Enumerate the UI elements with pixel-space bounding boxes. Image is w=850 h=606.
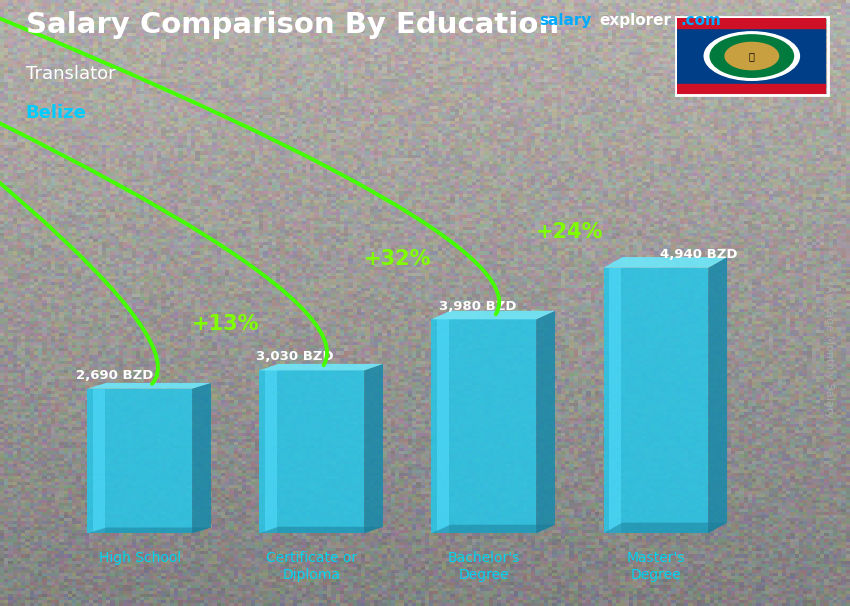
Polygon shape (88, 527, 211, 533)
Polygon shape (88, 383, 211, 388)
Polygon shape (609, 268, 621, 533)
Polygon shape (604, 522, 727, 533)
Polygon shape (708, 257, 727, 533)
Polygon shape (432, 525, 555, 533)
Text: explorer: explorer (599, 13, 672, 28)
Text: 🌳: 🌳 (749, 51, 755, 61)
Text: +32%: +32% (364, 249, 432, 269)
Text: +24%: +24% (536, 222, 604, 242)
Polygon shape (432, 311, 555, 319)
Text: 4,940 BZD: 4,940 BZD (660, 248, 737, 261)
Polygon shape (432, 319, 536, 533)
Polygon shape (604, 257, 727, 268)
Polygon shape (604, 268, 708, 533)
Text: salary: salary (540, 13, 592, 28)
Polygon shape (88, 388, 192, 533)
Polygon shape (192, 383, 211, 533)
Circle shape (725, 42, 779, 70)
Text: Belize: Belize (26, 104, 87, 122)
Text: 2,690 BZD: 2,690 BZD (76, 369, 154, 382)
Polygon shape (264, 370, 277, 533)
Bar (677, 18, 826, 28)
Text: High School: High School (99, 551, 181, 565)
Polygon shape (536, 311, 555, 533)
Polygon shape (259, 370, 364, 533)
Bar (677, 84, 826, 94)
Text: +13%: +13% (192, 314, 259, 334)
Circle shape (711, 35, 794, 78)
Polygon shape (437, 319, 450, 533)
Text: Salary Comparison By Education: Salary Comparison By Education (26, 11, 558, 39)
Text: Translator: Translator (26, 65, 115, 84)
Text: Average Monthly Salary: Average Monthly Salary (824, 285, 834, 418)
Polygon shape (364, 364, 383, 533)
Text: Master's
Degree: Master's Degree (626, 551, 685, 582)
Polygon shape (259, 527, 383, 533)
Circle shape (705, 32, 799, 81)
Text: Certificate or
Diploma: Certificate or Diploma (266, 551, 357, 582)
Text: 3,980 BZD: 3,980 BZD (439, 300, 517, 313)
Text: 3,030 BZD: 3,030 BZD (256, 350, 333, 364)
Text: .com: .com (680, 13, 721, 28)
Polygon shape (93, 388, 105, 533)
Polygon shape (259, 364, 383, 370)
Text: Bachelor's
Degree: Bachelor's Degree (448, 551, 520, 582)
